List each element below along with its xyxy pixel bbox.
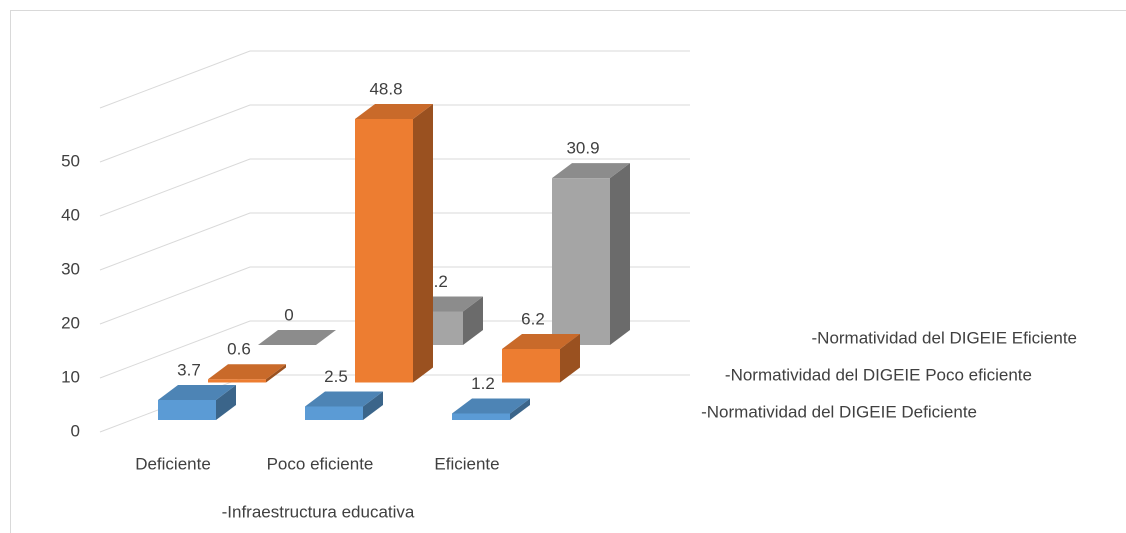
grid-line (99, 158, 690, 217)
bar-side (413, 103, 433, 383)
value-label: 48.8 (369, 79, 402, 98)
value-label: 0.6 (227, 340, 251, 359)
bar (452, 398, 530, 420)
bar (258, 330, 336, 345)
bar-side (463, 296, 483, 345)
x-tick-label: Poco eficiente (267, 454, 374, 473)
bar-front (208, 379, 266, 383)
bar-top (158, 385, 236, 401)
bar (355, 103, 433, 383)
bar-top (305, 391, 383, 407)
y-tick-label: 30 (61, 259, 80, 278)
chart-border (10, 10, 1126, 533)
legend-label: -Normatividad del DIGEIE Deficiente (701, 402, 977, 421)
legend-label: -Normatividad del DIGEIE Poco eficiente (725, 365, 1032, 384)
bar-side (560, 334, 580, 383)
bar (208, 364, 286, 383)
x-tick-label: Deficiente (135, 454, 211, 473)
bar-side (510, 398, 530, 420)
bar-top (552, 163, 630, 179)
bar (305, 391, 383, 420)
bar (158, 385, 236, 420)
bar-top (258, 330, 336, 345)
bar (502, 334, 580, 383)
grid-line (99, 320, 690, 379)
bar-front (355, 118, 413, 383)
y-tick-label: 0 (71, 421, 80, 440)
bar-side (363, 391, 383, 420)
grid-line (99, 104, 690, 163)
value-label: 6.2 (521, 310, 545, 329)
legend-label: -Normatividad del DIGEIE Eficiente (812, 328, 1078, 347)
grid-line (99, 266, 690, 325)
value-label: 30.9 (566, 139, 599, 158)
value-label: 2.5 (324, 367, 348, 386)
bar-front (452, 413, 510, 420)
bar-top (452, 398, 530, 414)
x-axis-title: -Infraestructura educativa (222, 502, 415, 521)
y-tick-label: 20 (61, 313, 80, 332)
bar-side (216, 385, 236, 420)
bar-top (502, 334, 580, 350)
bar-side (610, 163, 630, 345)
bar-top (208, 364, 286, 380)
value-label: 0 (284, 305, 293, 324)
bar-top (355, 103, 433, 119)
value-label: 3.7 (177, 361, 201, 380)
bar-front (158, 400, 216, 420)
bar (552, 163, 630, 345)
bar-front (305, 406, 363, 420)
y-tick-label: 10 (61, 367, 80, 386)
grid-line (99, 50, 690, 109)
y-tick-label: 40 (61, 205, 80, 224)
y-tick-label: 50 (61, 151, 80, 170)
grid-line (99, 212, 690, 271)
bar-side (266, 364, 286, 383)
value-label: 1.2 (471, 374, 495, 393)
bar-front (552, 178, 610, 345)
bar-front (502, 349, 560, 383)
x-tick-label: Eficiente (434, 454, 499, 473)
